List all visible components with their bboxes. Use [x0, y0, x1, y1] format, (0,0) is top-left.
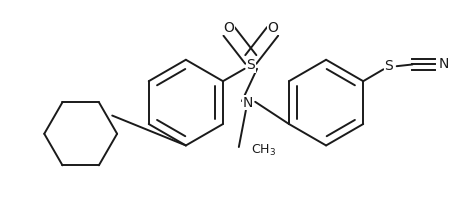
Text: O: O	[267, 20, 278, 35]
Text: S: S	[385, 59, 393, 73]
Text: S: S	[246, 58, 255, 72]
Text: N: N	[243, 96, 254, 110]
Text: O: O	[224, 20, 235, 35]
Text: N: N	[439, 58, 449, 72]
Text: CH$_3$: CH$_3$	[251, 142, 276, 158]
